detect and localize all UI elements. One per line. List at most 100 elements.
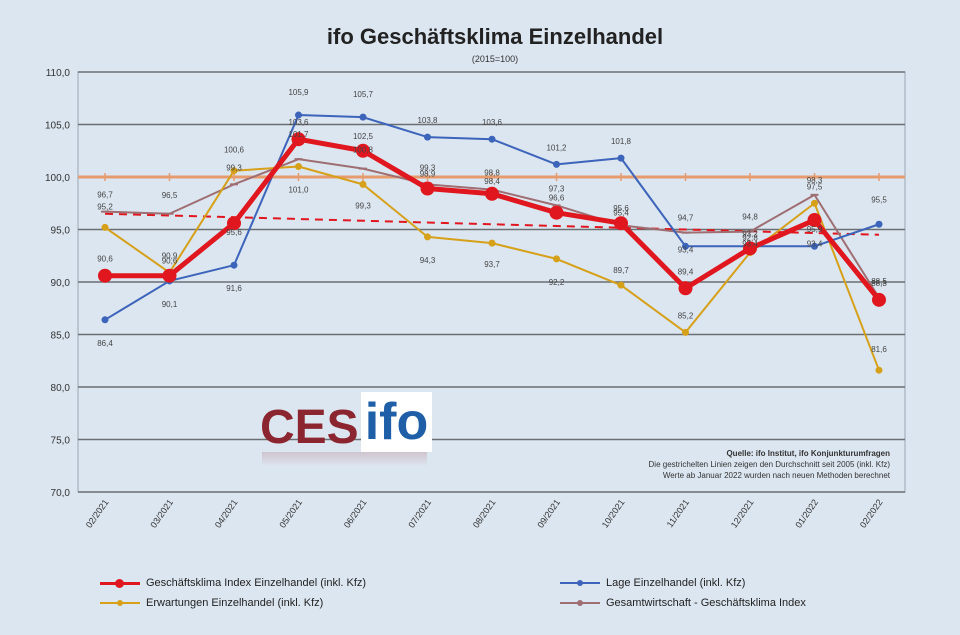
legend-swatch [100,576,140,590]
x-tick-label: 09/2021 [535,497,562,529]
data-label: 85,2 [678,311,694,320]
data-label: 98,9 [420,170,436,179]
data-point [743,241,757,256]
data-label: 93,7 [484,260,500,269]
data-label: 92,8 [742,234,758,243]
legend-swatch [560,596,600,610]
data-point [875,220,883,228]
y-tick-label: 80,0 [51,383,71,394]
data-label: 101,2 [546,143,567,152]
x-tick-label: 04/2021 [213,497,240,529]
data-label: 103,6 [288,118,309,127]
data-label: 90,9 [162,252,178,261]
logo-part-ces: CES [260,401,359,454]
data-label: 93,4 [678,245,694,254]
data-label: 98,4 [484,177,500,186]
y-tick-label: 100,0 [45,173,70,184]
legend-label: Lage Einzelhandel (inkl. Kfz) [606,577,746,589]
data-label: 98,3 [807,176,823,185]
data-label: 92,2 [549,278,565,287]
data-point [875,366,883,374]
data-label: 95,6 [226,228,242,237]
data-point [162,268,177,283]
data-point [617,281,625,289]
data-point [420,181,435,196]
data-label: 105,9 [288,88,309,97]
data-point [295,111,302,119]
data-point [359,113,367,121]
x-tick-label: 02/2021 [84,497,111,529]
x-axis-ticks: 02/2021 03/2021 04/2021 05/2021 06/2021 07/20… [84,497,885,529]
y-tick-label: 70,0 [51,488,71,499]
y-tick-label: 110,0 [46,68,71,79]
data-label: 90,6 [162,257,178,266]
source-line-2: Die gestrichelten Linien zeigen den Durc… [648,460,890,469]
data-point [230,167,238,175]
legend-label: Geschäftsklima Index Einzelhandel (inkl.… [146,577,367,589]
logo-reflection [262,452,427,466]
data-label: 101,8 [611,137,632,146]
y-tick-label: 85,0 [51,331,71,342]
x-tick-label: 12/2021 [729,497,756,529]
legend: Geschäftsklima Index Einzelhandel (inkl.… [100,570,900,630]
data-point [295,163,302,170]
data-label: 95,6 [613,204,629,213]
x-tick-label: 08/2021 [471,497,498,529]
data-label: 96,6 [549,194,565,203]
legend-item-lage-einzelhandel: Lage Einzelhandel (inkl. Kfz) [560,576,745,590]
y-tick-label: 95,0 [51,226,71,237]
x-tick-label: 11/2021 [665,497,691,529]
data-label: 103,8 [417,116,438,125]
data-label: 98,8 [484,169,500,178]
data-label: 105,7 [353,90,374,99]
data-label: 97,3 [549,184,565,193]
data-point [359,180,367,188]
data-label: 99,3 [355,201,371,210]
legend-item-geschaeftsklima-einzelhandel: Geschäftsklima Index Einzelhandel (inkl.… [100,576,366,590]
data-point [101,316,109,324]
data-label: 95,9 [807,225,823,234]
data-label: 102,5 [353,132,374,141]
data-label: 100,8 [353,146,374,155]
x-tick-label: 01/2022 [793,497,820,529]
data-point [549,205,564,220]
data-label: 94,8 [742,213,758,222]
data-label: 88,3 [871,279,887,288]
x-tick-label: 07/2021 [406,497,433,529]
data-point [98,268,112,283]
x-tick-label: 05/2021 [277,497,304,529]
data-point [614,216,628,231]
grid [77,71,906,493]
data-point [291,132,306,147]
data-label: 95,4 [613,208,629,217]
data-label: 93,4 [807,239,823,248]
data-label: 93,4 [742,239,758,248]
data-point [227,216,241,231]
data-point [807,213,822,228]
y-tick-label: 105,0 [45,121,70,132]
data-label: 88,5 [871,277,887,286]
y-axis-ticks: 70,0 75,0 80,0 85,0 90,0 95,0 100,0 105,0 110,0 [45,68,70,499]
data-label: 94,7 [678,214,694,223]
data-label: 101,0 [288,186,309,195]
legend-swatch [560,576,600,590]
data-point [488,135,496,143]
data-point [682,328,689,336]
data-point [101,223,109,231]
y-tick-label: 90,0 [51,278,71,289]
data-labels: 96,7 96,5 99,3 101,7 100,8 99,3 98,8 97,3 95,4 94… [97,88,887,354]
source-line-1: Quelle: ifo Institut, ifo Konjunkturumfr… [726,449,890,458]
x-tick-label: 06/2021 [342,497,369,529]
source-note: Quelle: ifo Institut, ifo Konjunkturumfr… [649,448,890,481]
data-label: 91,6 [226,284,242,293]
data-label: 95,5 [871,195,887,204]
source-line-3: Werte ab Januar 2022 wurden nach neuen M… [662,471,890,480]
data-point [872,292,886,307]
data-point [682,242,689,250]
legend-item-gesamtwirtschaft: Gesamtwirtschaft - Geschäftsklima Index [560,596,806,610]
x-tick-label: 03/2021 [148,497,175,529]
data-point [356,143,370,158]
y-tick-label: 75,0 [51,436,71,447]
